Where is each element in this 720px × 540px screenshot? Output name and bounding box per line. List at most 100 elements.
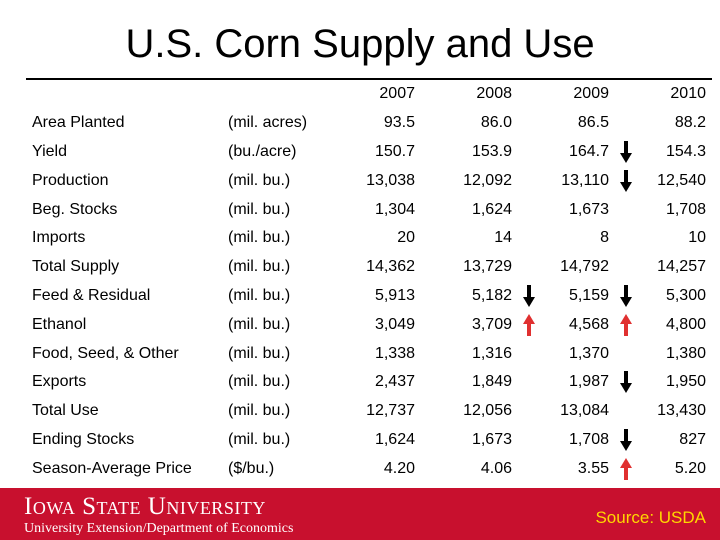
table-body: 2007 2008 2009 2010 Area Planted (mil. ac… <box>26 80 712 483</box>
arrow-cell <box>421 224 443 253</box>
value-2009: 14,792 <box>560 258 609 276</box>
arrow-cell <box>518 109 540 138</box>
department-subtitle: University Extension/Department of Econo… <box>24 521 294 536</box>
table-row: Production (mil. bu.) 13,038 12,092 13,110 12… <box>26 166 712 195</box>
row-label: Feed & Residual <box>32 286 151 304</box>
arrow-cell <box>615 397 637 426</box>
arrow-cell <box>615 224 637 253</box>
value-2007: 5,913 <box>374 286 415 304</box>
value-2009: 13,084 <box>560 402 609 420</box>
arrow-cell <box>615 195 637 224</box>
value-2008: 153.9 <box>471 142 512 160</box>
arrow-cell <box>615 166 637 195</box>
down-arrow-icon <box>620 140 632 163</box>
row-unit: ($/bu.) <box>228 459 275 477</box>
value-2008: 5,182 <box>471 286 512 304</box>
header-rule <box>26 78 712 80</box>
arrow-cell <box>518 195 540 224</box>
value-2008: 12,092 <box>463 171 512 189</box>
arrow-cell <box>518 368 540 397</box>
arrow-cell <box>421 368 443 397</box>
arrow-cell <box>518 397 540 426</box>
value-2010: 4,800 <box>665 315 706 333</box>
value-2007: 1,338 <box>374 344 415 362</box>
value-2009: 1,987 <box>568 373 609 391</box>
value-2010: 1,708 <box>665 200 706 218</box>
header-arrow-gap <box>518 80 540 109</box>
arrow-cell <box>615 253 637 282</box>
value-2007: 14,362 <box>366 258 415 276</box>
value-2009: 8 <box>600 229 609 247</box>
arrow-cell <box>421 397 443 426</box>
table-row: Feed & Residual (mil. bu.) 5,913 5,182 5,159… <box>26 282 712 311</box>
table-row: Yield (bu./acre) 150.7 153.9 164.7 154.3 <box>26 138 712 167</box>
row-label: Food, Seed, & Other <box>32 344 179 362</box>
table-row: Season-Average Price ($/bu.) 4.20 4.06 3.55 5… <box>26 454 712 483</box>
value-2010: 13,430 <box>657 402 706 420</box>
row-unit: (mil. acres) <box>228 114 308 132</box>
table-row: Beg. Stocks (mil. bu.) 1,304 1,624 1,673 1,70… <box>26 195 712 224</box>
arrow-cell <box>518 166 540 195</box>
value-2008: 1,673 <box>471 430 512 448</box>
row-label: Ending Stocks <box>32 430 135 448</box>
arrow-cell <box>421 454 443 483</box>
down-arrow-icon <box>620 371 632 394</box>
value-2007: 20 <box>397 229 415 247</box>
value-2010: 10 <box>688 229 706 247</box>
table-row: Total Use (mil. bu.) 12,737 12,056 13,084 13,… <box>26 397 712 426</box>
value-2009: 1,673 <box>568 200 609 218</box>
row-unit: (mil. bu.) <box>228 402 291 420</box>
slide-title: U.S. Corn Supply and Use <box>125 22 595 66</box>
university-logo-text: Iowa State University <box>24 493 266 520</box>
year-header-row: 2007 2008 2009 2010 <box>26 80 712 109</box>
table-row: Total Supply (mil. bu.) 14,362 13,729 14,792… <box>26 253 712 282</box>
value-2010: 827 <box>679 430 706 448</box>
row-label: Area Planted <box>32 114 125 132</box>
arrow-cell <box>421 310 443 339</box>
value-2010: 88.2 <box>674 114 706 132</box>
row-label: Ethanol <box>32 315 87 333</box>
row-unit: (mil. bu.) <box>228 315 291 333</box>
row-label: Imports <box>32 229 86 247</box>
value-2008: 1,849 <box>471 373 512 391</box>
arrow-cell <box>421 109 443 138</box>
value-2008: 14 <box>494 229 512 247</box>
value-2007: 1,624 <box>374 430 415 448</box>
source-note: Source: USDA <box>595 508 706 527</box>
arrow-cell <box>615 339 637 368</box>
down-arrow-icon <box>620 169 632 192</box>
arrow-cell <box>518 454 540 483</box>
arrow-cell <box>421 195 443 224</box>
footer-bar <box>0 488 720 540</box>
arrow-cell <box>421 138 443 167</box>
row-label: Season-Average Price <box>32 459 192 477</box>
up-arrow-icon <box>523 313 535 336</box>
row-label: Exports <box>32 373 87 391</box>
arrow-cell <box>421 253 443 282</box>
value-2007: 2,437 <box>374 373 415 391</box>
value-2010: 14,257 <box>657 258 706 276</box>
value-2008: 13,729 <box>463 258 512 276</box>
value-2007: 13,038 <box>366 171 415 189</box>
arrow-cell <box>518 282 540 311</box>
header-blank-unit <box>228 80 346 109</box>
year-2010-header: 2010 <box>670 85 706 103</box>
row-unit: (mil. bu.) <box>228 430 291 448</box>
row-label: Yield <box>32 142 67 160</box>
row-label: Total Supply <box>32 258 120 276</box>
value-2007: 12,737 <box>366 402 415 420</box>
value-2009: 1,708 <box>568 430 609 448</box>
arrow-cell <box>615 282 637 311</box>
arrow-cell <box>518 339 540 368</box>
row-unit: (mil. bu.) <box>228 344 291 362</box>
value-2008: 1,624 <box>471 200 512 218</box>
up-arrow-icon <box>620 313 632 336</box>
value-2008: 4.06 <box>480 459 512 477</box>
value-2007: 1,304 <box>374 200 415 218</box>
arrow-cell <box>518 310 540 339</box>
value-2009: 164.7 <box>568 142 609 160</box>
arrow-cell <box>518 224 540 253</box>
value-2010: 154.3 <box>665 142 706 160</box>
table-row: Ethanol (mil. bu.) 3,049 3,709 4,568 4,800 <box>26 310 712 339</box>
arrow-cell <box>615 368 637 397</box>
